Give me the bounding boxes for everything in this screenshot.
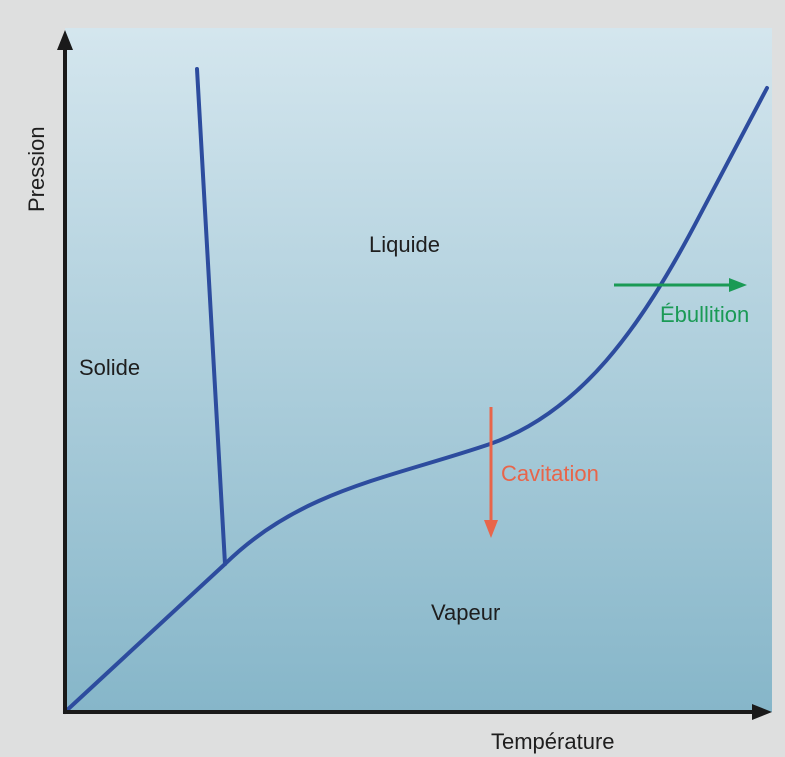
sublimation-curve xyxy=(63,562,227,714)
x-axis-label: Température xyxy=(491,729,615,754)
region-label-vapor: Vapeur xyxy=(431,600,500,625)
cavitation-label: Cavitation xyxy=(501,461,599,486)
x-axis-arrowhead xyxy=(752,704,772,720)
plot-area xyxy=(65,28,772,712)
boiling-arrowhead xyxy=(729,278,747,292)
region-label-solid: Solide xyxy=(79,355,140,380)
y-axis-arrowhead xyxy=(57,30,73,50)
region-label-liquid: Liquide xyxy=(369,232,440,257)
fusion-curve xyxy=(195,67,227,566)
boiling-label: Ébullition xyxy=(660,302,749,327)
y-axis-label: Pression xyxy=(24,126,49,212)
cavitation-arrowhead xyxy=(484,520,498,538)
